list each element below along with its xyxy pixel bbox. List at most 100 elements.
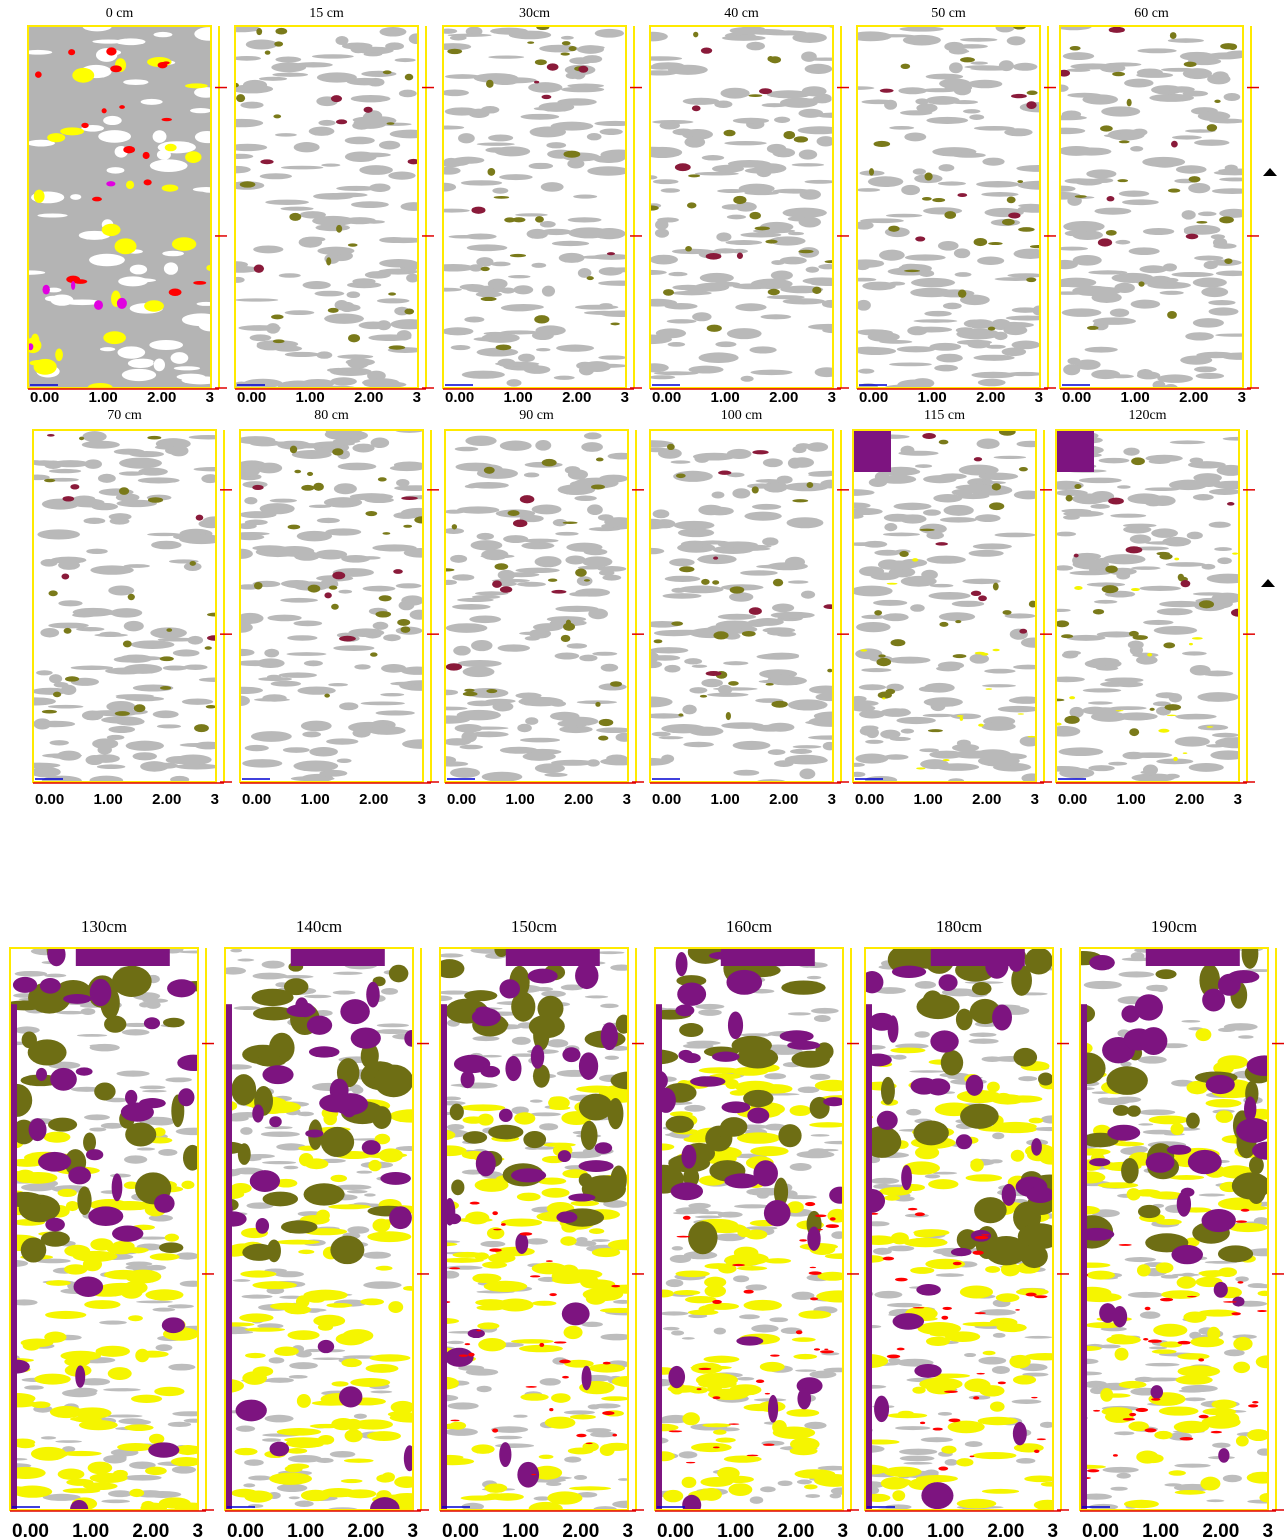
gray-patch [260, 173, 292, 179]
maroon-spot [339, 636, 356, 642]
gray-patch [733, 770, 759, 776]
gray-patch [1163, 263, 1177, 271]
olive-spot [236, 94, 245, 102]
gray-patch [595, 29, 624, 38]
olive-spot [899, 551, 908, 557]
purple-patch [74, 1276, 104, 1296]
gray-patch [260, 503, 295, 514]
yellow-patch [792, 1337, 816, 1342]
gray-patch [1115, 240, 1130, 245]
gray-patch [358, 556, 381, 560]
red-fleck [826, 1224, 839, 1228]
yellow-fleck [992, 649, 999, 651]
yellow-fleck [887, 583, 898, 585]
yellow-patch [298, 1250, 314, 1254]
yellow-patch [542, 1188, 570, 1198]
maroon-spot [336, 119, 347, 124]
yellow-patch [1216, 1110, 1233, 1122]
gray-patch [103, 490, 119, 494]
yellow-fleck [978, 724, 983, 727]
purple-patch [1089, 1158, 1110, 1166]
red-fleck [611, 1285, 620, 1288]
gray-patch [137, 1148, 156, 1151]
yellow-patch [112, 1241, 135, 1252]
gray-patch [500, 441, 532, 451]
x-tick-label: 2.00 [562, 389, 591, 406]
purple-patch [528, 969, 558, 984]
yellow-patch [1105, 1411, 1134, 1423]
olive-spot [922, 197, 932, 201]
gray-patch [379, 141, 400, 150]
olive-spot [401, 626, 411, 632]
gray-patch [754, 163, 786, 173]
yellow-patch [135, 1349, 149, 1363]
gray-patch [265, 1415, 294, 1423]
gray-patch [880, 708, 911, 717]
gray-patch [1212, 1443, 1231, 1448]
gray-patch [921, 1437, 953, 1442]
gray-patch [1059, 768, 1094, 778]
gray-patch [1211, 234, 1225, 239]
yellow-fleck [1115, 710, 1123, 711]
gray-patch [44, 974, 66, 978]
gray-patch [105, 1415, 143, 1418]
gray-patch [605, 1056, 619, 1060]
gray-patch [490, 28, 528, 35]
yellow-patch [1011, 1150, 1025, 1162]
gray-patch [752, 618, 784, 626]
red-fleck [530, 1275, 540, 1277]
gray-patch [1238, 1035, 1254, 1039]
gray-patch [114, 656, 142, 662]
gray-patch [1018, 1076, 1037, 1081]
purple-patch [764, 1200, 791, 1226]
red-spot [162, 118, 172, 121]
olive-spot [748, 94, 762, 97]
gray-patch [297, 531, 332, 541]
gray-patch [751, 1325, 778, 1333]
gray-patch [873, 600, 907, 606]
yellow-patch [366, 1364, 399, 1373]
gray-patch [808, 735, 852, 739]
gray-patch [267, 675, 281, 680]
gray-patch [712, 282, 740, 287]
panel-title: 0 cm [106, 6, 134, 21]
olive-spot [348, 243, 358, 246]
gray-patch [746, 42, 765, 51]
gray-patch [499, 174, 532, 180]
gray-patch [856, 754, 889, 764]
gray-patch [642, 147, 682, 158]
red-fleck [920, 1422, 925, 1425]
gray-patch [762, 103, 788, 107]
olive-spot [65, 676, 79, 681]
gray-patch [564, 1410, 595, 1414]
red-fleck [531, 1474, 536, 1475]
gray-patch [968, 1038, 998, 1043]
yellow-patch [452, 1252, 482, 1258]
gray-patch [1206, 744, 1226, 747]
gray-patch [1063, 515, 1080, 520]
gray-patch [432, 264, 475, 272]
gray-patch [108, 1490, 132, 1497]
gray-patch [790, 749, 812, 754]
red-fleck [976, 1373, 985, 1375]
gray-patch [91, 503, 118, 510]
red-fleck [908, 1208, 918, 1210]
panel: 30cm0.001.002.003 [431, 6, 642, 406]
gray-patch [1124, 79, 1154, 88]
gray-patch [364, 497, 393, 503]
gray-patch [910, 327, 952, 333]
gray-patch [673, 521, 714, 530]
gray-patch [662, 593, 701, 599]
gray-patch [541, 182, 564, 192]
gray-patch [1016, 165, 1060, 172]
gray-patch [923, 509, 941, 515]
gray-patch [488, 134, 513, 141]
gray-patch [1122, 199, 1159, 205]
gray-patch [525, 717, 538, 725]
gray-patch [124, 1155, 147, 1163]
olive-spot [595, 702, 600, 707]
gray-patch [938, 241, 959, 251]
purple-patch [675, 1004, 694, 1016]
gray-patch [653, 509, 670, 518]
yellow-patch [1161, 1290, 1200, 1299]
